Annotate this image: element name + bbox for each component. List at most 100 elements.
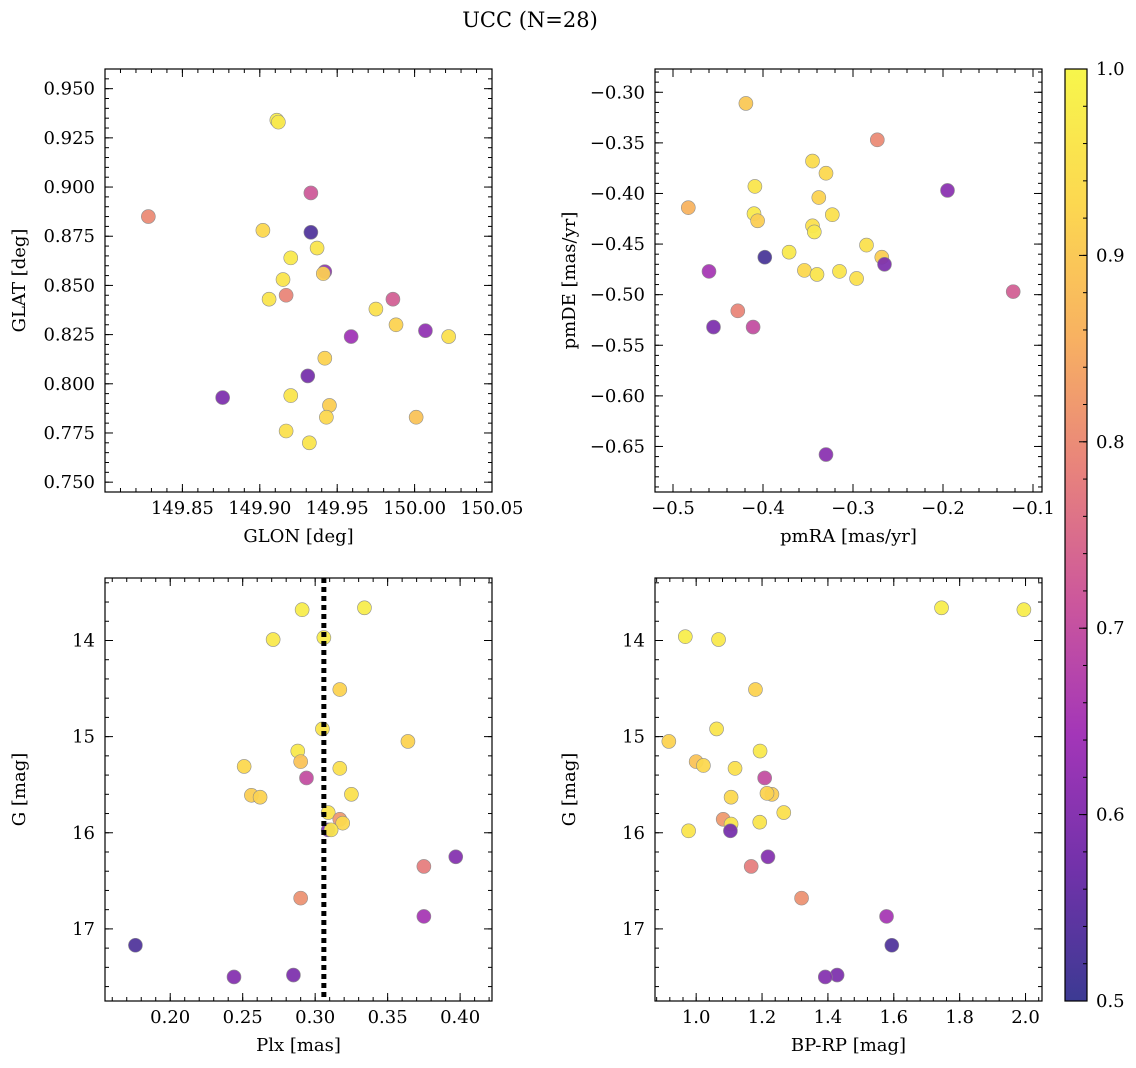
data-point — [226, 969, 242, 985]
data-point — [678, 629, 693, 644]
data-point — [809, 267, 825, 282]
data-point — [385, 291, 401, 307]
data-point — [661, 734, 677, 749]
x-tick-label: 0.30 — [295, 1007, 335, 1028]
y-tick-label: −0.35 — [590, 133, 645, 154]
x-tick-label: 0.20 — [150, 1007, 190, 1028]
data-point — [400, 734, 416, 749]
data-point — [344, 787, 359, 802]
x-tick-label: 0.25 — [223, 1007, 263, 1028]
data-point — [706, 319, 721, 335]
y-tick-label: 15 — [72, 727, 95, 748]
data-point — [441, 329, 456, 344]
colorbar-tick-label: 0.7 — [1096, 618, 1125, 639]
data-point — [747, 179, 763, 194]
data-point — [332, 682, 348, 697]
y-axis-label: G [mag] — [559, 753, 580, 826]
data-point — [776, 805, 792, 820]
x-tick-label: 2.0 — [1011, 1007, 1040, 1028]
data-point — [303, 185, 319, 201]
data-point — [696, 758, 711, 773]
data-point — [727, 761, 743, 776]
y-tick-label: 15 — [622, 727, 645, 748]
panel-3: 0.20 0.25 0.30 0.35 0.40 14 15 16 17 Plx [mas] G [… — [9, 577, 493, 1056]
data-point — [743, 859, 759, 874]
data-point — [283, 388, 299, 403]
data-point — [335, 815, 351, 831]
data-point — [781, 244, 797, 260]
colorbar-tick-label: 0.6 — [1096, 805, 1125, 826]
y-tick-label: 0.850 — [43, 275, 95, 296]
y-tick-label: 0.900 — [43, 177, 95, 198]
data-point — [302, 435, 317, 451]
data-point — [817, 969, 833, 985]
data-point — [811, 190, 827, 205]
data-point — [877, 257, 892, 272]
data-point — [730, 303, 746, 319]
y-tick-label: −0.45 — [590, 234, 645, 255]
data-point — [1016, 602, 1032, 618]
data-point — [416, 859, 432, 874]
y-tick-label: 0.825 — [43, 325, 95, 346]
data-point — [141, 209, 156, 224]
data-point — [309, 240, 325, 256]
data-point — [818, 447, 834, 462]
data-point — [448, 849, 464, 865]
data-point — [681, 823, 696, 839]
axes-frame — [654, 68, 1043, 493]
data-point — [265, 632, 281, 647]
data-point — [832, 264, 847, 279]
data-point — [748, 682, 763, 697]
data-point — [859, 237, 874, 253]
data-point — [824, 207, 840, 223]
data-point — [215, 390, 230, 405]
data-point — [299, 770, 314, 786]
data-point — [278, 423, 294, 439]
data-point — [271, 114, 286, 130]
colorbar: 0.5 0.6 0.7 0.8 0.9 1.0 — [1064, 59, 1125, 1012]
data-point — [934, 600, 949, 616]
data-point — [849, 271, 864, 286]
colorbar-tick-label: 0.9 — [1096, 245, 1125, 266]
x-tick-label: 149.95 — [306, 498, 369, 519]
data-point — [701, 264, 717, 279]
x-axis-label: BP-RP [mag] — [791, 1035, 906, 1056]
data-point — [709, 721, 724, 737]
data-point — [294, 602, 310, 618]
data-point — [750, 213, 765, 229]
data-point — [357, 600, 372, 616]
data-point — [416, 909, 432, 924]
data-point — [343, 329, 359, 344]
data-point — [128, 937, 143, 953]
x-tick-label: 0.40 — [440, 1007, 480, 1028]
colorbar-tick-label: 0.8 — [1096, 432, 1125, 453]
data-point — [752, 743, 768, 759]
y-tick-label: 14 — [622, 630, 645, 651]
y-tick-label: 0.925 — [43, 128, 95, 149]
data-point — [300, 368, 316, 384]
panel-1: 149.85 149.90 149.95 150.00 150.05 0.750 0.775… — [9, 68, 523, 547]
x-tick-label: 0.35 — [368, 1007, 408, 1028]
x-tick-label: −0.1 — [1011, 498, 1055, 519]
y-tick-label: −0.55 — [590, 335, 645, 356]
data-point — [293, 754, 308, 769]
x-tick-label: −0.2 — [921, 498, 965, 519]
data-point — [319, 409, 334, 425]
data-point — [738, 96, 754, 111]
x-tick-label: 1.0 — [682, 1007, 711, 1028]
x-tick-label: 1.6 — [879, 1007, 908, 1028]
y-tick-label: 0.875 — [43, 226, 95, 247]
data-point — [236, 759, 252, 774]
y-axis-label: pmDE [mas/yr] — [559, 212, 580, 350]
data-point — [680, 200, 696, 215]
data-point — [940, 183, 955, 198]
points-group — [661, 600, 1032, 985]
x-tick-label: −0.3 — [831, 498, 875, 519]
y-tick-label: −0.65 — [590, 436, 645, 457]
data-point — [261, 291, 277, 307]
x-tick-label: 1.2 — [748, 1007, 777, 1028]
data-point — [278, 287, 294, 303]
data-point — [745, 319, 761, 335]
panels: 149.85 149.90 149.95 150.00 150.05 0.750 0.775… — [9, 68, 1055, 1056]
